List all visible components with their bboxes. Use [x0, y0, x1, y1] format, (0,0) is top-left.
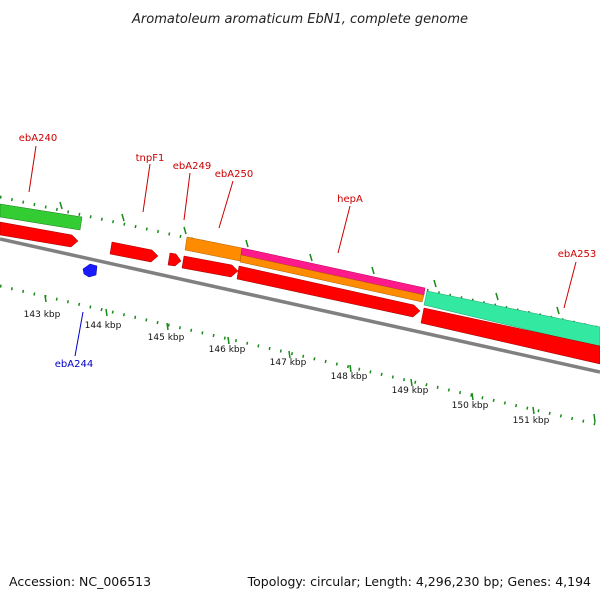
- leader-ebA250: [218, 180, 234, 229]
- inner-major-tick: [532, 406, 535, 415]
- gene-label-ebA244: ebA244: [55, 359, 93, 370]
- gene-label-tnpF1: tnpF1: [136, 153, 165, 164]
- leader-ebA253: [563, 261, 577, 309]
- leader-hepA: [337, 205, 351, 254]
- gene-label-ebA240: ebA240: [19, 133, 57, 144]
- tick-label-148kbp: 148 kbp: [331, 372, 368, 382]
- tick-label-145kbp: 145 kbp: [148, 333, 185, 343]
- outer-major-tick: [371, 266, 375, 275]
- inner-major-tick: [105, 308, 108, 317]
- tick-label-151kbp: 151 kbp: [513, 416, 550, 426]
- inner-major-tick: [288, 350, 291, 359]
- inner-major-tick: [166, 322, 169, 331]
- outer-major-tick: [495, 292, 499, 301]
- label-leaders: [28, 145, 577, 357]
- tick-label-149kbp: 149 kbp: [392, 386, 429, 396]
- tick-label-144kbp: 144 kbp: [85, 321, 122, 331]
- accession-text: Accession: NC_006513: [9, 574, 151, 589]
- inner-major-tick: [410, 378, 413, 387]
- tick-label-147kbp: 147 kbp: [270, 358, 307, 368]
- inner-major-tick: [44, 294, 47, 303]
- cds-arrows: [0, 221, 600, 365]
- leader-ebA244: [74, 311, 84, 357]
- inner-major-tick: [593, 413, 596, 423]
- outer-major-tick: [245, 239, 249, 248]
- leader-ebA249: [183, 172, 191, 221]
- outer-major-tick: [183, 226, 187, 235]
- outer-major-tick: [121, 213, 125, 222]
- gene-ebA253-bar: [423, 290, 600, 348]
- gene-label-ebA253: ebA253: [558, 249, 596, 260]
- outer-tick-ring: [0, 195, 600, 330]
- outer-major-tick: [309, 253, 313, 262]
- cds-arrow: [236, 265, 421, 318]
- gene-hepA-inner-bar: [239, 254, 425, 303]
- outer-major-tick: [433, 279, 437, 288]
- gene-label-ebA249: ebA249: [173, 161, 211, 172]
- inner-tick-ring: [0, 284, 600, 427]
- cds-arrow: [0, 221, 79, 248]
- cds-arrow: [420, 307, 600, 365]
- leader-tnpF1: [142, 163, 151, 213]
- tick-labels: 143 kbp 144 kbp 145 kbp 146 kbp 147 kbp …: [24, 310, 550, 426]
- cds-arrow: [181, 255, 239, 278]
- outer-major-tick: [556, 306, 560, 315]
- tick-label-146kbp: 146 kbp: [209, 345, 246, 355]
- tick-label-150kbp: 150 kbp: [452, 401, 489, 411]
- forward-strand-features: [0, 203, 600, 348]
- gene-label-ebA250: ebA250: [215, 169, 253, 180]
- inner-major-tick: [471, 392, 474, 401]
- leader-ebA240: [28, 145, 37, 193]
- cds-arrow: [167, 252, 182, 267]
- genome-backbone: [0, 237, 600, 374]
- outer-major-tick: [59, 201, 63, 210]
- gene-ebA250-bar: [184, 236, 243, 262]
- gene-labels: ebA240 tnpF1 ebA249 ebA250 hepA ebA253 e…: [19, 133, 596, 370]
- gene-ebA244-marker: [82, 263, 98, 278]
- gene-label-hepA: hepA: [337, 194, 363, 205]
- tick-label-143kbp: 143 kbp: [24, 310, 61, 320]
- genome-summary-text: Topology: circular; Length: 4,296,230 bp…: [247, 574, 591, 589]
- inner-major-tick: [227, 336, 230, 345]
- gene-ebA240-bar: [0, 203, 83, 231]
- map-title: Aromatoleum aromaticum EbN1, complete ge…: [131, 12, 468, 27]
- inner-major-tick: [349, 364, 352, 373]
- cds-arrow: [109, 241, 159, 263]
